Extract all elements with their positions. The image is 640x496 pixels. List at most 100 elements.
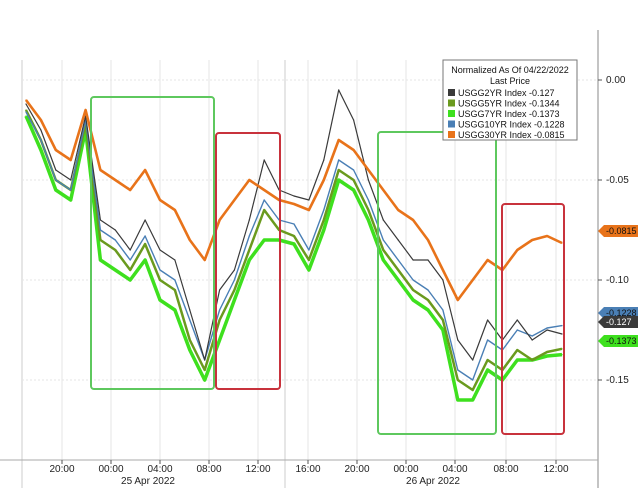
data-point (114, 179, 116, 181)
data-point (55, 189, 57, 191)
data-point (531, 335, 533, 337)
data-point (248, 179, 250, 181)
data-point (516, 319, 518, 321)
data-point (129, 249, 131, 251)
last-price-tag-label: -0.127 (606, 317, 632, 327)
x-tick-label: 12:00 (245, 464, 270, 475)
legend-header-line1: Normalized As Of 04/22/2022 (451, 65, 569, 75)
data-point (263, 199, 265, 201)
data-point (219, 289, 221, 291)
data-point (427, 299, 429, 301)
data-point (546, 329, 548, 331)
data-point (263, 209, 265, 211)
data-point (561, 354, 563, 356)
legend-swatch (448, 120, 455, 128)
data-point (442, 269, 444, 271)
data-point (546, 235, 548, 237)
data-point (457, 379, 459, 381)
data-point (472, 279, 474, 281)
data-point (85, 109, 87, 111)
x-tick-label: 16:00 (295, 464, 320, 475)
data-point (204, 259, 206, 261)
data-point (546, 351, 548, 353)
data-point (174, 259, 176, 261)
data-point (353, 149, 355, 151)
data-point (293, 235, 295, 237)
data-point (442, 319, 444, 321)
data-point (233, 289, 235, 291)
axes (0, 30, 599, 488)
x-tick-label: 08:00 (196, 464, 221, 475)
legend-entry: USGG30YR Index -0.0815 (458, 130, 565, 140)
data-point (70, 179, 72, 181)
data-point (382, 249, 384, 251)
data-point (412, 279, 414, 281)
data-point (144, 219, 146, 221)
data-point (293, 243, 295, 245)
data-point (323, 229, 325, 231)
data-point (561, 333, 563, 335)
annotation-box-green (377, 131, 497, 435)
data-point (219, 309, 221, 311)
annotation-boxes (90, 96, 565, 435)
data-point (367, 219, 369, 221)
data-point (99, 229, 101, 231)
data-point (412, 289, 414, 291)
data-point (219, 319, 221, 321)
x-tick-label: 00:00 (393, 464, 418, 475)
data-point (412, 259, 414, 261)
data-point (338, 139, 340, 141)
data-point (144, 235, 146, 237)
data-point (159, 249, 161, 251)
data-point (308, 209, 310, 211)
legend-box (442, 59, 578, 141)
data-point (233, 269, 235, 271)
data-point (353, 189, 355, 191)
x-tick-label: 20:00 (49, 464, 74, 475)
data-point (487, 259, 489, 261)
data-point (397, 259, 399, 261)
data-point (248, 259, 250, 261)
data-point (25, 103, 27, 105)
data-point (531, 339, 533, 341)
legend-entry: USGG2YR Index -0.127 (458, 88, 555, 98)
data-point (308, 199, 310, 201)
data-point (487, 369, 489, 371)
data-point (129, 269, 131, 271)
legend: Normalized As Of 04/22/2022 Last Price U… (442, 59, 578, 141)
data-point (144, 169, 146, 171)
data-point (159, 299, 161, 301)
data-point (55, 169, 57, 171)
data-point (248, 249, 250, 251)
legend-entry: USGG5YR Index -0.1344 (458, 99, 560, 109)
data-point (248, 219, 250, 221)
data-point (367, 199, 369, 201)
data-point (338, 159, 340, 161)
data-point (412, 299, 414, 301)
data-point (397, 209, 399, 211)
data-point (159, 199, 161, 201)
y-tick-label: 0.00 (606, 75, 626, 86)
data-point (25, 109, 27, 111)
series-lines (24, 89, 563, 402)
data-point (248, 235, 250, 237)
data-point (353, 169, 355, 171)
legend-swatch (448, 89, 455, 96)
data-point (99, 239, 101, 241)
legend-header-line2: Last Price (490, 76, 530, 86)
last-price-tag (598, 225, 638, 237)
data-point (338, 179, 340, 181)
data-point (472, 379, 474, 381)
data-point (219, 339, 221, 341)
data-point (189, 339, 191, 341)
x-tick-label: 12:00 (543, 464, 568, 475)
data-point (219, 219, 221, 221)
data-point (531, 359, 533, 361)
data-point (516, 359, 518, 361)
x-tick-label: 04:00 (442, 464, 467, 475)
data-point (189, 319, 191, 321)
data-point (487, 319, 489, 321)
data-point (99, 259, 101, 261)
data-point (323, 179, 325, 181)
